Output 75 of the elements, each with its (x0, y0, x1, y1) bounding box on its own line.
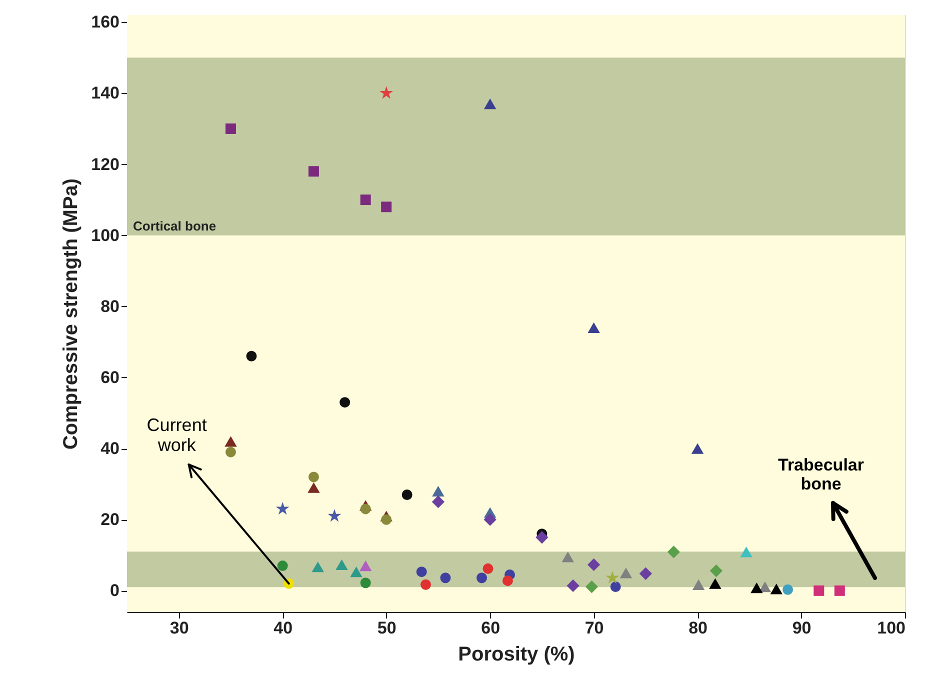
point (710, 564, 723, 578)
point (484, 98, 496, 110)
x-tick-label: 70 (584, 618, 604, 638)
point (328, 508, 342, 522)
point (432, 496, 445, 508)
point (225, 123, 236, 134)
x-tick-label: 60 (481, 618, 500, 638)
y-axis-title: Compressive strength (MPa) (60, 178, 82, 450)
x-tick-label: 40 (274, 618, 293, 638)
y-tick-label: 140 (91, 84, 120, 103)
x-tick-label: 30 (170, 618, 189, 638)
point (502, 575, 513, 586)
point (360, 578, 371, 588)
point (585, 580, 598, 594)
point (814, 585, 824, 596)
point (312, 562, 324, 572)
x-tick-label: 90 (792, 618, 812, 638)
y-tick-label: 0 (110, 581, 120, 600)
point (740, 546, 752, 558)
point (308, 472, 319, 482)
point (246, 350, 257, 362)
point (536, 531, 548, 544)
point (476, 572, 488, 584)
point (360, 194, 371, 206)
y-tick-label: 60 (100, 368, 120, 387)
point (350, 566, 362, 578)
y-tick-label: 100 (91, 226, 120, 245)
point (402, 490, 412, 500)
annotation: Trabecular bone (778, 456, 864, 494)
x-axis-title: Porosity (%) (458, 644, 575, 666)
point (620, 568, 632, 578)
point (566, 579, 580, 592)
point (484, 513, 496, 526)
point (225, 446, 236, 458)
point (667, 546, 680, 558)
point (709, 578, 722, 589)
point (380, 86, 394, 99)
point (340, 397, 350, 408)
point (482, 563, 494, 574)
point (416, 566, 427, 578)
point (224, 436, 237, 447)
point (420, 579, 431, 590)
x-tick-label: 80 (688, 618, 708, 638)
point (381, 514, 392, 525)
point (277, 560, 288, 572)
point (588, 322, 600, 334)
point (381, 202, 392, 212)
y-tick-label: 160 (91, 12, 120, 32)
point (639, 567, 652, 580)
point (336, 559, 348, 570)
band-label: Cortical bone (133, 218, 216, 234)
point (562, 552, 574, 562)
point (750, 582, 763, 594)
point (692, 579, 705, 590)
y-tick-label: 120 (91, 154, 120, 174)
y-tick-label: 40 (100, 439, 120, 458)
point (770, 584, 782, 594)
y-tick-label: 80 (100, 296, 120, 316)
point (440, 572, 451, 584)
point (359, 560, 372, 572)
point (308, 482, 320, 493)
point (360, 504, 371, 514)
y-tick-label: 20 (100, 510, 120, 530)
annotation: Current work (146, 414, 207, 455)
point (432, 486, 444, 496)
point (782, 584, 794, 595)
x-tick-label: 100 (877, 618, 906, 638)
point (606, 570, 620, 584)
point (691, 443, 704, 454)
point (834, 585, 845, 596)
point (276, 502, 290, 515)
x-tick-label: 50 (377, 618, 396, 638)
point (587, 558, 600, 572)
point (610, 582, 621, 592)
point (308, 166, 319, 177)
